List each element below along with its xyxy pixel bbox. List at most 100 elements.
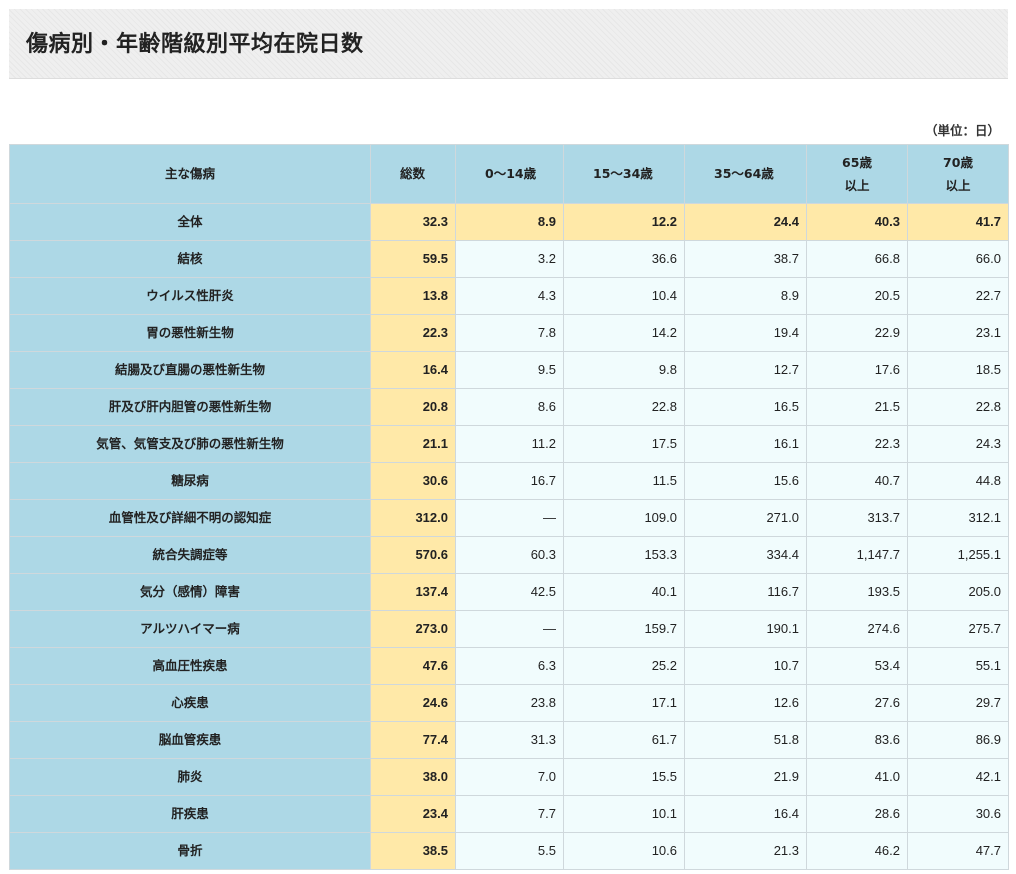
cell-disease: 肝疾患 — [9, 795, 371, 833]
cell-disease: 脳血管疾患 — [9, 721, 371, 759]
cell-age-35-64: 16.5 — [684, 388, 807, 426]
cell-disease: 結腸及び直腸の悪性新生物 — [9, 351, 371, 389]
cell-age-35-64: 12.6 — [684, 684, 807, 722]
header-age-0-14: 0～14歳 — [455, 144, 564, 204]
cell-age-15-34: 61.7 — [563, 721, 685, 759]
cell-disease: 糖尿病 — [9, 462, 371, 500]
cell-age-0-14: ― — [455, 610, 564, 648]
cell-age-70-plus: 47.7 — [907, 832, 1009, 870]
cell-age-65-plus: 22.3 — [806, 425, 908, 463]
table-row: アルツハイマー病 273.0 ― 159.7 190.1 274.6 275.7 — [9, 610, 1009, 648]
cell-disease: 心疾患 — [9, 684, 371, 722]
cell-age-65-plus: 21.5 — [806, 388, 908, 426]
cell-age-15-34: 17.5 — [563, 425, 685, 463]
cell-age-70-plus: 275.7 — [907, 610, 1009, 648]
cell-age-70-plus: 29.7 — [907, 684, 1009, 722]
cell-age-15-34: 40.1 — [563, 573, 685, 611]
cell-age-0-14: 8.9 — [455, 203, 564, 241]
table-row: 肺炎 38.0 7.0 15.5 21.9 41.0 42.1 — [9, 758, 1009, 796]
cell-total: 59.5 — [370, 240, 456, 278]
cell-age-0-14: 11.2 — [455, 425, 564, 463]
title-bar: 傷病別・年齢階級別平均在院日数 — [9, 9, 1008, 79]
header-age-65-line1: 65歳 — [842, 155, 872, 170]
cell-age-35-64: 24.4 — [684, 203, 807, 241]
cell-total: 137.4 — [370, 573, 456, 611]
cell-disease: 肺炎 — [9, 758, 371, 796]
cell-age-35-64: 51.8 — [684, 721, 807, 759]
cell-total: 312.0 — [370, 499, 456, 537]
cell-age-65-plus: 274.6 — [806, 610, 908, 648]
cell-age-65-plus: 27.6 — [806, 684, 908, 722]
cell-age-35-64: 16.1 — [684, 425, 807, 463]
cell-age-0-14: 4.3 — [455, 277, 564, 315]
cell-age-70-plus: 1,255.1 — [907, 536, 1009, 574]
cell-age-70-plus: 66.0 — [907, 240, 1009, 278]
cell-age-15-34: 9.8 — [563, 351, 685, 389]
cell-age-0-14: 7.0 — [455, 758, 564, 796]
cell-age-15-34: 153.3 — [563, 536, 685, 574]
cell-age-35-64: 116.7 — [684, 573, 807, 611]
table-row: 肝及び肝内胆管の悪性新生物 20.8 8.6 22.8 16.5 21.5 22.8 — [9, 388, 1009, 426]
cell-age-0-14: 31.3 — [455, 721, 564, 759]
cell-age-35-64: 334.4 — [684, 536, 807, 574]
cell-age-0-14: ― — [455, 499, 564, 537]
cell-age-70-plus: 23.1 — [907, 314, 1009, 352]
cell-age-65-plus: 20.5 — [806, 277, 908, 315]
cell-age-35-64: 8.9 — [684, 277, 807, 315]
table-header-row: 主な傷病 総数 0～14歳 15～34歳 35～64歳 65歳 以上 70歳 以上 — [9, 144, 1009, 204]
table-row: 脳血管疾患 77.4 31.3 61.7 51.8 83.6 86.9 — [9, 721, 1009, 759]
cell-age-15-34: 11.5 — [563, 462, 685, 500]
header-age-15-34: 15～34歳 — [563, 144, 685, 204]
cell-age-35-64: 38.7 — [684, 240, 807, 278]
cell-age-70-plus: 312.1 — [907, 499, 1009, 537]
cell-age-70-plus: 42.1 — [907, 758, 1009, 796]
table-row: 心疾患 24.6 23.8 17.1 12.6 27.6 29.7 — [9, 684, 1009, 722]
cell-age-15-34: 15.5 — [563, 758, 685, 796]
cell-age-65-plus: 22.9 — [806, 314, 908, 352]
cell-age-0-14: 5.5 — [455, 832, 564, 870]
cell-age-70-plus: 22.7 — [907, 277, 1009, 315]
cell-age-15-34: 109.0 — [563, 499, 685, 537]
table-row: 気分（感情）障害 137.4 42.5 40.1 116.7 193.5 205.0 — [9, 573, 1009, 611]
cell-age-0-14: 3.2 — [455, 240, 564, 278]
cell-age-70-plus: 86.9 — [907, 721, 1009, 759]
table-row: 統合失調症等 570.6 60.3 153.3 334.4 1,147.7 1,255.1 — [9, 536, 1009, 574]
cell-age-65-plus: 313.7 — [806, 499, 908, 537]
cell-total: 38.0 — [370, 758, 456, 796]
cell-total: 570.6 — [370, 536, 456, 574]
cell-disease: 気分（感情）障害 — [9, 573, 371, 611]
cell-total: 23.4 — [370, 795, 456, 833]
table-row: ウイルス性肝炎 13.8 4.3 10.4 8.9 20.5 22.7 — [9, 277, 1009, 315]
unit-label: （単位：日） — [924, 123, 1000, 138]
table-row: 血管性及び詳細不明の認知症 312.0 ― 109.0 271.0 313.7 312.1 — [9, 499, 1009, 537]
cell-age-70-plus: 30.6 — [907, 795, 1009, 833]
table-row: 結腸及び直腸の悪性新生物 16.4 9.5 9.8 12.7 17.6 18.5 — [9, 351, 1009, 389]
cell-age-15-34: 12.2 — [563, 203, 685, 241]
cell-age-15-34: 10.6 — [563, 832, 685, 870]
table-row: 糖尿病 30.6 16.7 11.5 15.6 40.7 44.8 — [9, 462, 1009, 500]
cell-total: 22.3 — [370, 314, 456, 352]
cell-age-65-plus: 17.6 — [806, 351, 908, 389]
cell-total: 30.6 — [370, 462, 456, 500]
cell-disease: 骨折 — [9, 832, 371, 870]
cell-total: 32.3 — [370, 203, 456, 241]
header-age-70-line1: 70歳 — [943, 155, 973, 170]
header-total: 総数 — [370, 144, 456, 204]
cell-age-70-plus: 205.0 — [907, 573, 1009, 611]
cell-disease: 肝及び肝内胆管の悪性新生物 — [9, 388, 371, 426]
table-row: 骨折 38.5 5.5 10.6 21.3 46.2 47.7 — [9, 832, 1009, 870]
cell-age-65-plus: 28.6 — [806, 795, 908, 833]
cell-age-15-34: 22.8 — [563, 388, 685, 426]
cell-age-0-14: 60.3 — [455, 536, 564, 574]
cell-total: 38.5 — [370, 832, 456, 870]
cell-age-35-64: 190.1 — [684, 610, 807, 648]
cell-age-65-plus: 53.4 — [806, 647, 908, 685]
cell-disease: 血管性及び詳細不明の認知症 — [9, 499, 371, 537]
cell-age-15-34: 25.2 — [563, 647, 685, 685]
cell-age-15-34: 14.2 — [563, 314, 685, 352]
cell-age-65-plus: 46.2 — [806, 832, 908, 870]
cell-age-0-14: 7.8 — [455, 314, 564, 352]
page-title: 傷病別・年齢階級別平均在院日数 — [26, 32, 364, 57]
cell-disease: 気管、気管支及び肺の悪性新生物 — [9, 425, 371, 463]
header-age-70-plus: 70歳 以上 — [907, 144, 1009, 204]
